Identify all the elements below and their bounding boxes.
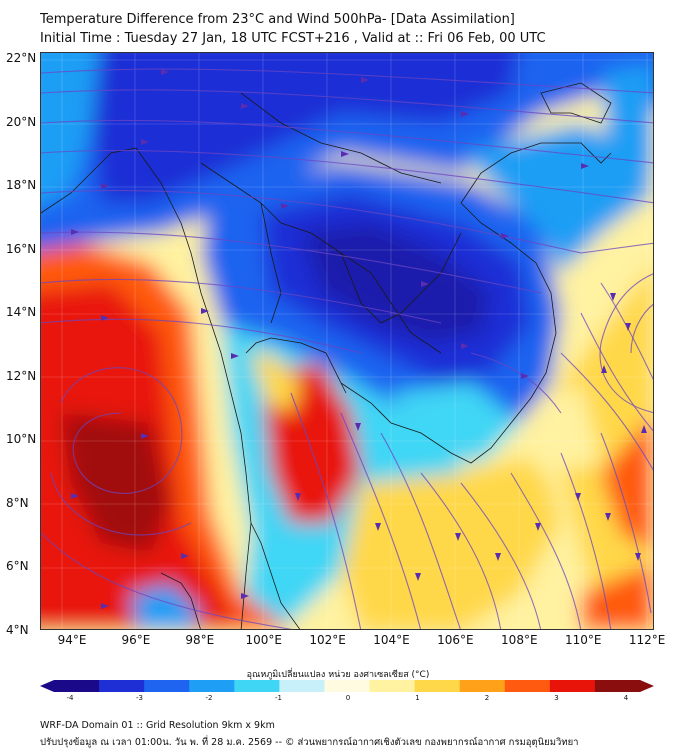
colorbar-tick-label: -1: [275, 694, 282, 702]
map-title: Temperature Difference from 23°C and Win…: [40, 12, 515, 27]
colorbar-segment: [54, 680, 100, 692]
lat-label: 10°N: [6, 432, 37, 446]
map-panel: [40, 52, 654, 630]
lon-label: 94°E: [57, 633, 87, 647]
wind-arrows: [71, 69, 647, 609]
colorbar-tick-label: -3: [136, 694, 143, 702]
footer-update-info: ปรับปรุงข้อมูล ณ เวลา 01:00น. วัน พ. ที่…: [40, 737, 579, 748]
coastlines-borders: [41, 82, 612, 629]
colorbar-tick-label: 0: [345, 694, 351, 702]
colorbar-segment: [459, 680, 506, 692]
wind-streamlines: [41, 68, 653, 629]
lat-label: 4°N: [6, 622, 29, 637]
lon-label: 112°E: [628, 633, 666, 647]
colorbar-segment: [369, 680, 416, 692]
colorbar-tick-label: -2: [205, 694, 213, 702]
colorbar-max-arrow: [640, 680, 654, 692]
colorbar-segment: [549, 680, 596, 692]
colorbar-tick-label: -4: [66, 694, 74, 702]
lat-label: 22°N: [6, 51, 37, 65]
lon-label: 98°E: [185, 633, 215, 647]
lon-label: 100°E: [245, 633, 282, 647]
lat-label: 12°N: [6, 368, 37, 383]
lon-label: 104°E: [373, 633, 410, 647]
footer-model-info: WRF-DA Domain 01 :: Grid Resolution 9km …: [40, 720, 275, 731]
lon-label: 106°E: [437, 633, 474, 647]
colorbar-min-arrow: [40, 680, 54, 692]
colorbar-title: อุณหภูมิเปลี่ยนแปลง หน่วย องศาเซลเซียส (…: [246, 670, 430, 680]
lon-label: 108°E: [501, 633, 538, 647]
lat-label: 14°N: [6, 305, 37, 319]
map-subtitle: Initial Time : Tuesday 27 Jan, 18 UTC FC…: [40, 31, 546, 46]
temperature-field: [41, 53, 653, 629]
colorbar-segment: [234, 680, 280, 692]
colorbar-segment: [594, 680, 641, 692]
lat-label: 8°N: [6, 495, 29, 510]
colorbar-segment: [504, 680, 551, 692]
colorbar: [40, 680, 654, 692]
colorbar-segment: [414, 680, 461, 692]
colorbar-segment: [279, 680, 325, 692]
lat-label: 18°N: [6, 178, 37, 192]
lon-label: 110°E: [564, 633, 602, 647]
lon-label: 102°E: [309, 633, 346, 647]
colorbar-segment: [324, 680, 371, 692]
colorbar-tick-label: 4: [623, 694, 629, 702]
colorbar-segment: [189, 680, 235, 692]
lat-label: 6°N: [6, 559, 29, 573]
lat-label: 16°N: [6, 241, 37, 256]
colorbar-segment: [144, 680, 190, 692]
colorbar-segment: [99, 680, 145, 692]
lat-label: 20°N: [6, 114, 37, 129]
lon-label: 96°E: [121, 633, 151, 647]
colorbar-tick-label: 3: [554, 694, 559, 702]
colorbar-tick-label: 2: [484, 694, 490, 702]
colorbar-tick-label: 1: [415, 694, 420, 702]
